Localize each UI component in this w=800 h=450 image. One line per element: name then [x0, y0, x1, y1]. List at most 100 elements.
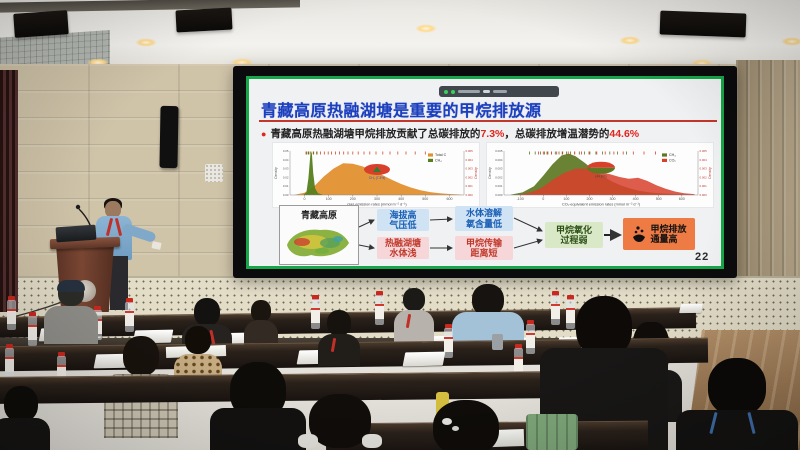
downlight — [228, 57, 256, 68]
svg-text:Density: Density — [474, 167, 478, 179]
water-bottle — [525, 320, 536, 356]
status-dot-icon — [451, 89, 455, 94]
svg-text:0.004: 0.004 — [466, 158, 474, 162]
svg-text:0.005: 0.005 — [700, 149, 708, 153]
svg-text:0.03: 0.03 — [283, 167, 289, 171]
bullet-dot-icon: ● — [261, 129, 267, 139]
audience-member — [414, 400, 518, 450]
white-collar-trim — [362, 434, 382, 448]
water-bottle — [550, 291, 561, 325]
chart-co2eq-emission-density: -100 0 100 200 300 400 500 600 0.000 0.001 0.002 0.… — [487, 143, 713, 207]
laptop — [55, 224, 97, 243]
wall-control-panel — [205, 164, 223, 182]
hairpin — [452, 426, 459, 431]
downlight — [84, 57, 112, 68]
flow-box-oxidation: 甲烷氧化 过程弱 — [545, 222, 603, 248]
title-underline — [259, 120, 717, 122]
water-bottle — [56, 352, 67, 388]
svg-text:0.002: 0.002 — [495, 175, 503, 179]
svg-text:-100: -100 — [517, 197, 524, 201]
svg-text:0.05: 0.05 — [283, 149, 289, 153]
white-collar-trim — [298, 434, 318, 448]
green-pouch — [526, 414, 578, 450]
svg-text:CO₂-equivalent emission rates: CO₂-equivalent emission rates (mmol m⁻² … — [562, 203, 641, 207]
name-tent — [679, 303, 703, 314]
svg-text:300: 300 — [610, 197, 616, 201]
flow-box-flux: 甲烷排放 通量高 — [623, 218, 695, 250]
svg-text:0.003: 0.003 — [700, 167, 708, 171]
flow-arrows — [358, 216, 622, 251]
svg-text:100: 100 — [563, 197, 569, 201]
methane-emission-icon — [633, 226, 646, 242]
svg-text:CH₄: CH₄ — [669, 153, 676, 157]
svg-text:400: 400 — [398, 197, 404, 201]
presentation-screen: 青藏高原热融湖塘是重要的甲烷排放源 ● 青藏高原热融湖塘甲烷排放贡献了总碳排放的7… — [233, 66, 737, 278]
svg-text:0.01: 0.01 — [283, 184, 289, 188]
audience-member — [44, 280, 98, 344]
audience-member — [292, 394, 388, 450]
svg-text:CH₄: CH₄ — [435, 158, 442, 162]
hairpin — [442, 418, 452, 425]
downlight — [688, 58, 716, 69]
downlight — [616, 35, 644, 46]
slide-bullet: ● 青藏高原热融湖塘甲烷排放贡献了总碳排放的7.3%，总碳排放增温潜势的44.6% — [261, 128, 640, 140]
downlight — [132, 37, 160, 48]
audience-member — [244, 300, 278, 346]
svg-text:0.001: 0.001 — [700, 184, 708, 188]
audience-member — [318, 310, 360, 366]
ceiling-speaker-icon — [13, 10, 69, 38]
downlight — [412, 23, 440, 34]
ceiling-speaker-icon — [659, 10, 747, 38]
svg-text:500: 500 — [422, 197, 428, 201]
audience-member — [210, 362, 306, 450]
name-tent — [402, 351, 446, 367]
status-dot-icon — [444, 89, 448, 94]
status-text-blur — [493, 90, 507, 93]
flow-box-shallow: 热融湖塘 水体浅 — [377, 237, 429, 259]
chart-gas-emission-density: 0 100 200 300 400 500 600 0.00 0.01 0.02 0.03 0.04 0… — [273, 143, 479, 207]
svg-text:Gas emission rates (mmol m⁻² d: Gas emission rates (mmol m⁻² d⁻¹) — [347, 203, 407, 207]
svg-text:0.02: 0.02 — [283, 175, 289, 179]
svg-text:0.003: 0.003 — [495, 167, 503, 171]
presenter-hand-paper — [151, 241, 162, 250]
svg-text:500: 500 — [656, 197, 662, 201]
water-bottle — [513, 344, 524, 380]
svg-text:0.002: 0.002 — [700, 175, 708, 179]
bullet-value-1: 7.3% — [480, 128, 505, 140]
svg-text:200: 200 — [350, 197, 356, 201]
svg-text:Density: Density — [488, 167, 492, 179]
cap-icon — [57, 280, 85, 292]
svg-text:0.005: 0.005 — [466, 149, 474, 153]
page-number: 22 — [695, 251, 710, 263]
svg-text:0.00: 0.00 — [283, 193, 289, 197]
svg-text:0: 0 — [304, 197, 306, 201]
svg-text:0.001: 0.001 — [495, 184, 503, 188]
svg-text:Density: Density — [708, 167, 712, 179]
svg-text:0.04: 0.04 — [283, 158, 289, 162]
audience-member — [676, 358, 798, 450]
svg-text:300: 300 — [374, 197, 380, 201]
slide: 青藏高原热融湖塘是重要的甲烷排放源 ● 青藏高原热融湖塘甲烷排放贡献了总碳排放的7… — [246, 76, 724, 269]
svg-text:0.005: 0.005 — [495, 149, 503, 153]
flow-box-oxygen: 水体溶解 氧含量低 — [455, 206, 513, 231]
svg-text:CH₄ (7.3%): CH₄ (7.3%) — [369, 176, 385, 180]
svg-text:600: 600 — [679, 197, 685, 201]
svg-text:0.003: 0.003 — [466, 167, 474, 171]
svg-text:CO₂: CO₂ — [669, 158, 676, 162]
svg-text:0.002: 0.002 — [466, 175, 474, 179]
tibet-map-box: 青藏高原 — [279, 205, 359, 265]
svg-text:0: 0 — [542, 197, 544, 201]
wall-speaker-icon — [159, 105, 179, 169]
water-bottle — [565, 295, 576, 329]
water-bottle — [4, 344, 15, 380]
bullet-value-2: 44.6% — [609, 128, 640, 140]
svg-text:0.001: 0.001 — [466, 184, 474, 188]
curtain — [0, 70, 18, 312]
audience-member — [0, 386, 50, 450]
svg-text:0.000: 0.000 — [495, 193, 503, 197]
water-bottle — [374, 291, 385, 325]
svg-text:(44.6%): (44.6%) — [595, 175, 606, 179]
svg-text:100: 100 — [326, 197, 332, 201]
svg-text:400: 400 — [633, 197, 639, 201]
